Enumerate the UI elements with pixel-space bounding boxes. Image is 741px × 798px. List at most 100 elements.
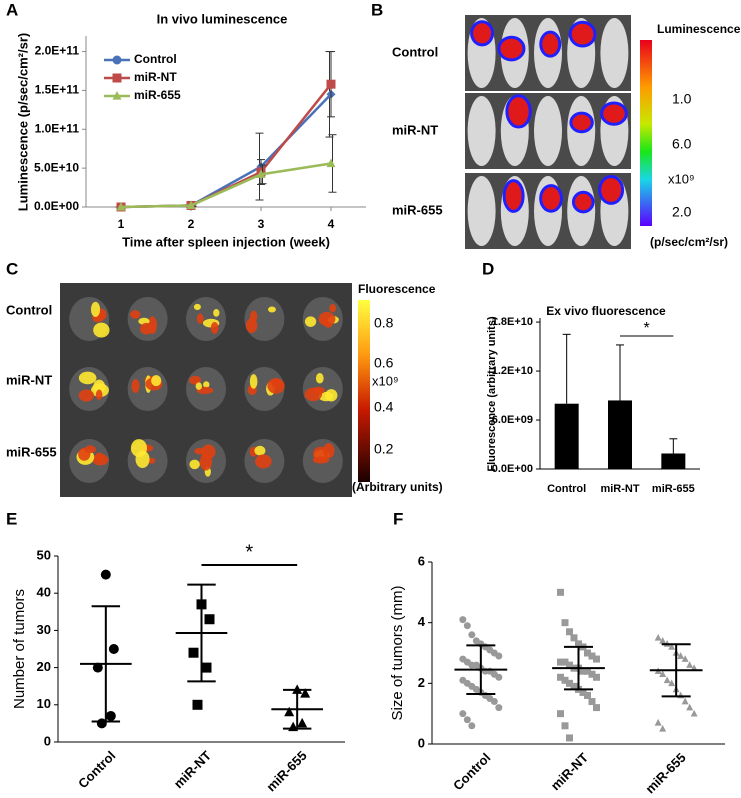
marker <box>112 91 122 100</box>
marker <box>593 704 600 712</box>
row-label: miR-NT <box>392 122 438 137</box>
y-tick-label: 1.0E+11 <box>35 121 80 135</box>
legend-label: miR-655 <box>134 88 181 102</box>
y-axis-label: Fluorescence (arbitrary units) <box>486 316 498 472</box>
y-axis-label: Number of tumors <box>11 589 28 709</box>
signal <box>151 375 162 387</box>
signal <box>90 301 101 318</box>
scale-unit: (Arbitrary units) <box>352 480 443 494</box>
row-label: miR-655 <box>392 202 443 217</box>
significance-label: * <box>644 320 650 337</box>
scale-title: Luminescence <box>657 22 741 36</box>
signal <box>203 381 210 388</box>
signal <box>78 447 91 461</box>
signal-halo <box>568 20 597 48</box>
series-line <box>120 162 332 209</box>
signal <box>195 382 202 390</box>
y-tick-label: 1.8E+10 <box>492 316 533 328</box>
scale-label: 1.0 <box>672 91 692 107</box>
marker <box>201 662 212 673</box>
marker <box>561 722 569 730</box>
color-scale <box>358 300 370 482</box>
signal <box>271 378 282 389</box>
x-tick-label: Control <box>450 750 493 793</box>
signal <box>189 459 200 470</box>
scale-label: 0.6 <box>374 355 394 371</box>
marker <box>584 649 591 657</box>
mouse <box>467 96 496 166</box>
marker <box>668 679 676 687</box>
marker <box>588 698 596 706</box>
row-label: miR-NT <box>6 372 52 387</box>
y-tick-label: 0.0E+00 <box>492 463 533 475</box>
signal <box>139 322 153 335</box>
y-tick-label: 4 <box>418 614 426 629</box>
marker <box>468 722 476 730</box>
marker <box>557 658 564 666</box>
signal-halo <box>497 35 526 62</box>
y-tick-label: 20 <box>37 659 51 674</box>
signal <box>193 303 201 311</box>
signal <box>254 445 266 456</box>
signal <box>312 386 325 395</box>
signal <box>267 306 276 313</box>
marker <box>326 79 336 89</box>
marker <box>284 706 295 717</box>
marker <box>663 676 671 684</box>
signal <box>194 447 205 455</box>
tissue <box>186 297 226 341</box>
x-tick-label: miR-655 <box>652 483 695 495</box>
marker <box>204 614 215 625</box>
marker <box>192 699 203 710</box>
signal <box>131 379 140 394</box>
y-tick-label: 5.0E+10 <box>34 160 79 174</box>
scale-title: Fluorescence <box>358 282 436 296</box>
significance-label: * <box>245 541 253 563</box>
signal <box>78 389 95 402</box>
y-tick-label: 2 <box>418 675 425 690</box>
x-tick-label: 4 <box>328 217 335 231</box>
marker <box>557 588 564 596</box>
mouse <box>600 18 629 88</box>
marker <box>561 658 569 666</box>
marker <box>186 200 196 210</box>
signal <box>318 311 336 327</box>
row-label: Control <box>392 44 438 59</box>
marker <box>570 634 578 642</box>
panel-label: B <box>371 0 383 19</box>
marker <box>566 734 573 742</box>
panel-label: F <box>393 509 403 528</box>
scale-label: 0.2 <box>374 441 394 457</box>
y-tick-label: 50 <box>37 547 51 562</box>
marker <box>92 662 103 673</box>
marker <box>584 667 591 675</box>
signal <box>323 443 335 459</box>
x-tick-label: Control <box>547 483 586 495</box>
marker <box>593 655 600 663</box>
x-tick-label: miR-NT <box>548 750 591 793</box>
chart-title: Ex vivo fluorescence <box>546 304 666 318</box>
signal-halo <box>569 111 594 134</box>
marker <box>681 655 689 662</box>
signal-halo <box>502 179 525 213</box>
signal-halo <box>539 184 563 213</box>
y-tick-label: 6.0E+09 <box>492 414 533 426</box>
scale-label: 2.0 <box>672 204 692 220</box>
signal <box>78 371 97 385</box>
marker <box>463 716 471 724</box>
y-tick-label: 0 <box>44 733 51 748</box>
marker <box>566 628 573 636</box>
marker <box>188 647 199 658</box>
row-label: miR-655 <box>6 444 57 459</box>
signal-halo <box>470 20 495 47</box>
signal <box>213 308 220 317</box>
marker <box>116 202 126 211</box>
signal <box>210 321 219 334</box>
marker <box>566 661 573 669</box>
y-tick-label: 1.2E+10 <box>492 365 533 377</box>
bar <box>608 400 632 469</box>
marker <box>659 670 667 678</box>
signal-halo <box>539 30 562 58</box>
y-tick-label: 6 <box>418 553 425 568</box>
signal <box>249 374 258 389</box>
